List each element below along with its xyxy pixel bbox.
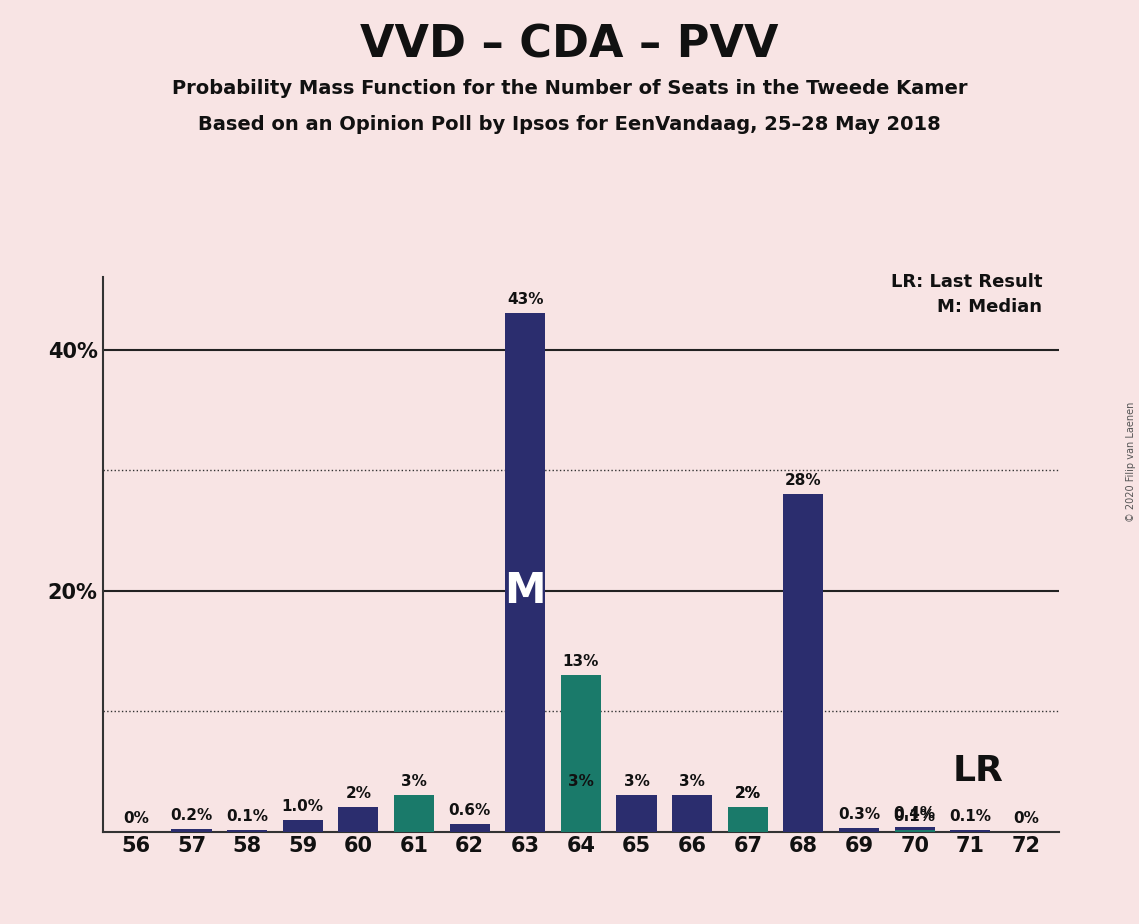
Bar [728, 808, 768, 832]
Text: 2%: 2% [735, 786, 761, 801]
Text: Based on an Opinion Poll by Ipsos for EenVandaag, 25–28 May 2018: Based on an Opinion Poll by Ipsos for Ee… [198, 116, 941, 135]
Text: 1.0%: 1.0% [281, 798, 323, 813]
Bar [506, 313, 546, 832]
Text: © 2020 Filip van Laenen: © 2020 Filip van Laenen [1126, 402, 1136, 522]
Text: 0.1%: 0.1% [894, 809, 935, 824]
Text: 0%: 0% [123, 810, 149, 825]
Text: 28%: 28% [785, 473, 821, 488]
Bar [894, 831, 935, 832]
Bar [784, 494, 823, 832]
Bar [338, 808, 378, 832]
Text: 43%: 43% [507, 292, 543, 308]
Text: VVD – CDA – PVV: VVD – CDA – PVV [360, 23, 779, 67]
Text: LR: LR [952, 754, 1003, 788]
Text: 3%: 3% [568, 774, 593, 789]
Bar [227, 831, 268, 832]
Text: 2%: 2% [735, 786, 761, 801]
Bar [728, 808, 768, 832]
Bar [616, 796, 656, 832]
Text: 0.1%: 0.1% [949, 809, 991, 824]
Text: 0.1%: 0.1% [227, 809, 268, 824]
Text: 13%: 13% [563, 654, 599, 669]
Bar [950, 831, 990, 832]
Text: 0.3%: 0.3% [838, 807, 880, 822]
Bar [839, 828, 879, 832]
Bar [394, 796, 434, 832]
Text: 0.4%: 0.4% [894, 806, 936, 821]
Text: LR: Last Result: LR: Last Result [891, 273, 1042, 290]
Text: 3%: 3% [679, 774, 705, 789]
Bar [560, 675, 601, 832]
Text: 0.6%: 0.6% [449, 803, 491, 819]
Bar [450, 824, 490, 832]
Text: 3%: 3% [401, 774, 427, 789]
Text: 0%: 0% [1013, 810, 1039, 825]
Bar [560, 796, 601, 832]
Text: 0.2%: 0.2% [171, 808, 213, 823]
Text: 2%: 2% [345, 786, 371, 801]
Text: M: Median: M: Median [937, 298, 1042, 315]
Text: 3%: 3% [623, 774, 649, 789]
Text: M: M [505, 569, 546, 612]
Text: Probability Mass Function for the Number of Seats in the Tweede Kamer: Probability Mass Function for the Number… [172, 79, 967, 98]
Bar [672, 796, 712, 832]
Bar [172, 829, 212, 832]
Bar [894, 827, 935, 832]
Bar [282, 820, 322, 832]
